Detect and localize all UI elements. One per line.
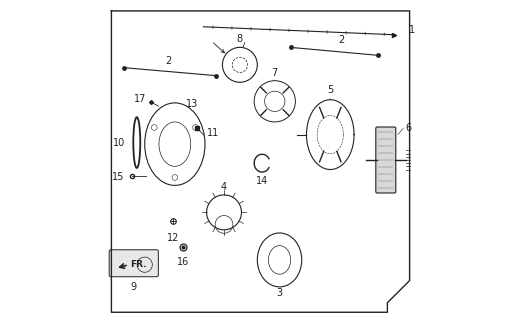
- FancyBboxPatch shape: [109, 250, 158, 277]
- Text: 4: 4: [221, 182, 227, 192]
- Text: 14: 14: [256, 176, 268, 186]
- Text: 16: 16: [177, 257, 189, 268]
- Text: 2: 2: [338, 35, 344, 45]
- Text: 6: 6: [405, 123, 411, 133]
- FancyBboxPatch shape: [376, 127, 396, 193]
- Text: 8: 8: [237, 34, 243, 44]
- Text: 12: 12: [167, 233, 179, 243]
- Text: 1: 1: [409, 25, 415, 35]
- Text: 5: 5: [327, 85, 333, 95]
- Text: 15: 15: [113, 172, 125, 182]
- Text: 13: 13: [186, 99, 198, 109]
- Text: 10: 10: [113, 138, 125, 148]
- Text: 2: 2: [165, 56, 171, 67]
- Text: 9: 9: [131, 282, 137, 292]
- Text: FR.: FR.: [130, 260, 147, 269]
- Text: 3: 3: [277, 288, 282, 299]
- Text: 17: 17: [134, 94, 146, 104]
- Text: 7: 7: [271, 68, 278, 77]
- Text: 11: 11: [206, 128, 219, 138]
